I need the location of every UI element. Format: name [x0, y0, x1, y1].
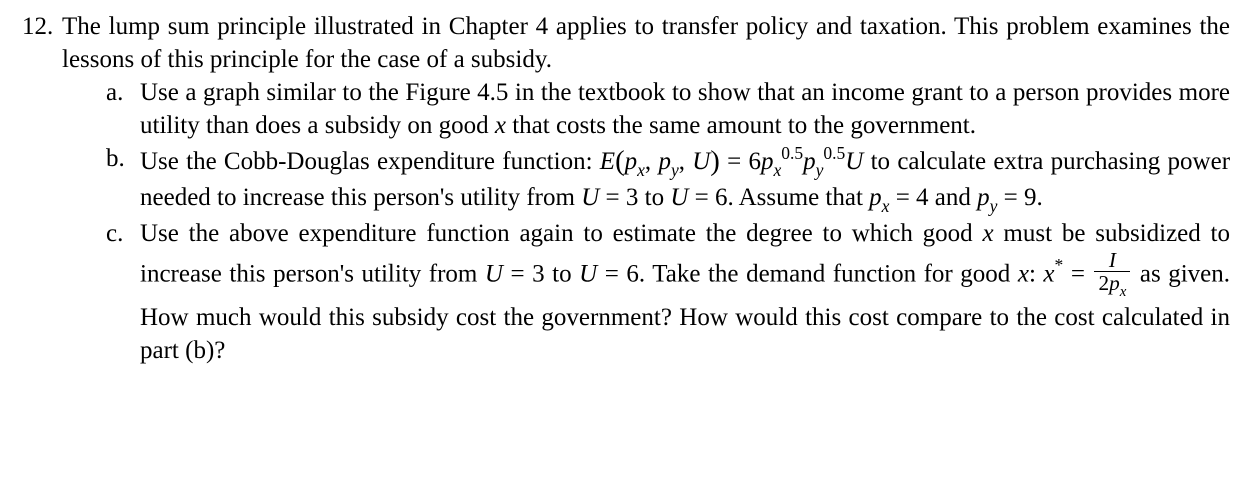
- subpart-a: a. Use a graph similar to the Figure 4.5…: [106, 76, 1230, 142]
- b-U: U: [692, 148, 710, 175]
- c-frac-2: 2: [1098, 271, 1109, 295]
- page: 12. The lump sum principle illustrated i…: [0, 0, 1252, 377]
- b-px3-p: p: [869, 184, 882, 211]
- problem-number: 12.: [22, 10, 62, 367]
- subpart-a-body: Use a graph similar to the Figure 4.5 in…: [140, 76, 1230, 142]
- c-U1: U: [485, 261, 503, 288]
- subpart-a-letter: a.: [106, 76, 140, 142]
- b-E: E: [600, 148, 615, 175]
- b-py-p: p: [658, 148, 671, 175]
- b-U2: U: [845, 148, 863, 175]
- subpart-b: b. Use the Cobb-Douglas expenditure func…: [106, 142, 1230, 217]
- c-star: *: [1055, 255, 1064, 275]
- c-eq: =: [1063, 261, 1092, 288]
- c-U2: U: [579, 261, 597, 288]
- b-py2-p: p: [803, 148, 816, 175]
- c-xstar: x: [1043, 261, 1054, 288]
- c-frac-p: p: [1109, 271, 1120, 295]
- c-x2: x: [1018, 261, 1029, 288]
- c-line3a: demand function for good: [746, 261, 1018, 288]
- c-frac: I2px: [1094, 249, 1130, 300]
- b-px2-p: p: [761, 148, 774, 175]
- b-line2b: =: [599, 184, 619, 211]
- problem-intro: The lump sum principle illustrated in Ch…: [62, 13, 1230, 73]
- subpart-c-letter: c.: [106, 217, 140, 367]
- c-x1: x: [982, 220, 993, 247]
- subparts: a. Use a graph similar to the Figure 4.5…: [62, 76, 1230, 367]
- b-exp2: 0.5: [823, 143, 845, 163]
- b-py3-y: y: [990, 196, 998, 216]
- b-line3b: = 6. Assume that: [688, 184, 869, 211]
- b-pre: Use the Cobb-Douglas expenditure functio…: [140, 148, 600, 175]
- b-exp1: 0.5: [781, 143, 803, 163]
- b-py-y: y: [671, 160, 679, 180]
- b-line3a: 3 to: [626, 184, 670, 211]
- c-line2c: = 6. Take the: [597, 261, 738, 288]
- subpart-b-letter: b.: [106, 142, 140, 217]
- c-frac-x: x: [1120, 284, 1127, 300]
- b-px-p: p: [625, 148, 638, 175]
- b-to: to: [863, 148, 890, 175]
- b-line3c: = 4 and: [889, 184, 977, 211]
- b-rparen: ): [710, 145, 720, 177]
- b-px-x: x: [637, 160, 645, 180]
- problem-12: 12. The lump sum principle illustrated i…: [22, 10, 1230, 367]
- c-frac-num: I: [1109, 248, 1116, 272]
- problem-body: The lump sum principle illustrated in Ch…: [62, 10, 1230, 367]
- subpart-c: c. Use the above expenditure function ag…: [106, 217, 1230, 367]
- var-x: x: [495, 112, 506, 139]
- subpart-c-body: Use the above expenditure function again…: [140, 217, 1230, 367]
- b-px3-x: x: [882, 196, 890, 216]
- b-py3-p: p: [977, 184, 990, 211]
- subpart-b-body: Use the Cobb-Douglas expenditure functio…: [140, 142, 1230, 217]
- b-U3: U: [581, 184, 599, 211]
- c-line2b: = 3 to: [503, 261, 579, 288]
- b-eq6: = 6: [720, 148, 761, 175]
- b-U4: U: [670, 184, 688, 211]
- c-line1a: Use the above expenditure function again…: [140, 220, 982, 247]
- b-lparen: (: [615, 145, 625, 177]
- b-line3d: = 9.: [997, 184, 1042, 211]
- c-line3b: :: [1029, 261, 1043, 288]
